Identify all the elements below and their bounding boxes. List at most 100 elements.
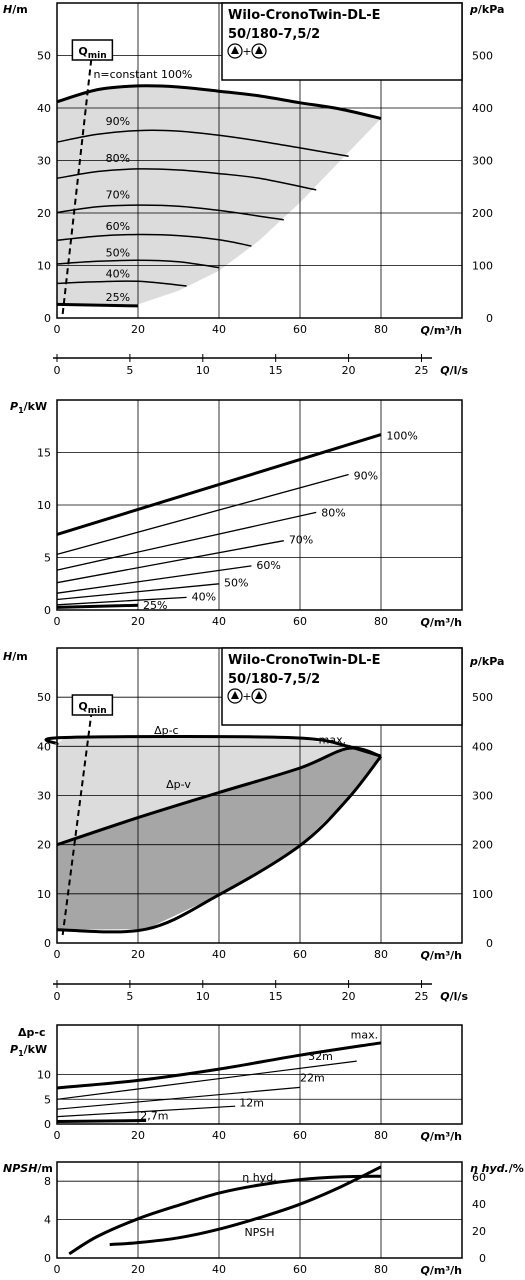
eta-tick-label: 0 — [479, 1252, 486, 1265]
flow-ls-axis-2-tick-label: 20 — [342, 990, 356, 1003]
chart3-title-line2: 50/180-7,5/2 — [228, 672, 320, 687]
h-tick-label: 20 — [37, 207, 51, 220]
dpc-power-curve — [56, 1119, 147, 1123]
qmin-marker-line — [61, 57, 93, 315]
dp-q-tick-label: 20 — [131, 948, 145, 961]
dp-h-tick-label: 0 — [44, 937, 51, 950]
power-curve-label: 25% — [143, 599, 167, 612]
npsh-axis-label-sym: NPSH — [3, 1162, 37, 1175]
speed-curve-label: 40% — [106, 267, 130, 280]
npsh-tick-label: 8 — [44, 1175, 51, 1188]
dpc-power-q-tick-label: 0 — [54, 1129, 61, 1142]
eta-axis-label: η hyd./% — [470, 1162, 524, 1175]
h-tick-label: 50 — [37, 50, 51, 63]
pump-triangle-icon — [231, 691, 239, 699]
speed-curve — [56, 259, 220, 269]
power-curve — [56, 596, 187, 606]
speed-curve — [56, 84, 382, 120]
chart1-title-line1: Wilo-CronoTwin-DL-E — [228, 8, 381, 23]
dpc-power-axis-label: P1/kW — [10, 1043, 47, 1058]
dp-h-tick-label: 40 — [37, 740, 51, 753]
p-axis-label-unit: /kPa — [478, 3, 505, 16]
power-curve-label: 70% — [289, 534, 313, 547]
p-tick-label: 500 — [472, 50, 493, 63]
flow-ls-axis-2-tick-label: 0 — [54, 990, 61, 1003]
chart3-pump-plus: + — [242, 690, 251, 703]
q-tick-label: 40 — [212, 323, 226, 336]
npsh-q-tick-label: 80 — [374, 1263, 388, 1276]
dpc-power-curve-label: 32m — [308, 1050, 333, 1063]
power-curve-label: 60% — [256, 559, 280, 572]
dp-p-tick-label: 100 — [472, 888, 493, 901]
eta-tick-label: 60 — [472, 1171, 486, 1184]
power-curve — [56, 603, 139, 609]
flow-ls-axis-tick-label: 5 — [126, 364, 133, 377]
speed-curve — [56, 280, 187, 287]
dpc-curve — [44, 735, 349, 748]
max-label: max. — [319, 733, 346, 746]
pump-triangle-icon — [255, 46, 263, 54]
flow-ls-axis-tick-label: 0 — [54, 364, 61, 377]
dp-p-tick-label: 500 — [472, 691, 493, 704]
dp-h-axis-label-unit: /m — [12, 650, 27, 663]
dp-p-tick-label: 300 — [472, 790, 493, 803]
q-tick-label: 80 — [374, 323, 388, 336]
speed-curve-label: 25% — [106, 291, 130, 304]
power-axis-sym: P — [10, 400, 18, 413]
dp-h-tick-label: 20 — [37, 839, 51, 852]
flow-ls-axis-2-tick-label: 10 — [196, 990, 210, 1003]
power-curve-label: 40% — [192, 590, 216, 603]
power-tick-label: 0 — [44, 604, 51, 617]
npsh-q-tick-label: 40 — [212, 1263, 226, 1276]
dpc-power-curve — [56, 1060, 357, 1100]
h-tick-label: 10 — [37, 260, 51, 273]
pump-triangle-icon — [255, 691, 263, 699]
speed-curve-label: 80% — [106, 152, 130, 165]
pump-triangle-icon — [231, 46, 239, 54]
qmin-marker-box — [71, 39, 114, 61]
npsh-q-axis-label-unit: /m³/h — [430, 1264, 462, 1277]
speed-curve — [56, 168, 317, 191]
flow-ls-axis-2-label: Q/l/s — [440, 990, 468, 1003]
dp-p-tick-label: 200 — [472, 839, 493, 852]
dpc-power-q-tick-label: 80 — [374, 1129, 388, 1142]
dp-p-tick-label: 400 — [472, 740, 493, 753]
flow-ls-axis-2-label-sym: Q — [440, 990, 449, 1003]
chart5-frame — [56, 1161, 463, 1259]
power-tick-label: 15 — [37, 447, 51, 460]
p-tick-label: 0 — [486, 312, 493, 325]
power-axis-label: P1/kW — [10, 400, 47, 415]
dp-h-axis-label-sym: H — [3, 650, 12, 663]
dp-p-axis-label-unit: /kPa — [478, 655, 505, 668]
dpc-power-curve — [56, 1086, 301, 1110]
chart3-title-box — [221, 647, 463, 726]
speed-curve — [56, 129, 349, 158]
flow-ls-axis-2-tick-label: 25 — [414, 990, 428, 1003]
dpc-power-curve-label: 22m — [300, 1071, 325, 1084]
h-tick-label: 30 — [37, 155, 51, 168]
dpv-curve — [56, 746, 382, 847]
npsh-axis-label: NPSH/m — [3, 1162, 53, 1175]
power-curve-label: 80% — [321, 506, 345, 519]
dpv-label: Δp-v — [166, 778, 191, 791]
power-curve — [56, 433, 382, 536]
dpc-power-tick-label: 0 — [44, 1118, 51, 1131]
chart2-frame — [56, 399, 463, 611]
eta-axis-sym: η hyd. — [470, 1162, 509, 1175]
q-axis-label-sym: Q — [420, 324, 429, 337]
flow-ls-axis-label-unit: /l/s — [450, 364, 469, 377]
dp-h-tick-label: 30 — [37, 790, 51, 803]
power-q-axis-label-sym: Q — [420, 616, 429, 629]
speed-curve-label: 90% — [106, 115, 130, 128]
chart1-title-line2: 50/180-7,5/2 — [228, 27, 320, 42]
speed-curve — [56, 302, 139, 308]
eta-tick-label: 40 — [472, 1198, 486, 1211]
dp-h-tick-label: 50 — [37, 691, 51, 704]
q-tick-label: 20 — [131, 323, 145, 336]
flow-ls-axis-2-label-unit: /l/s — [450, 990, 469, 1003]
qmin-marker-2-sub: min — [88, 706, 107, 716]
speed-curve-label: 70% — [106, 189, 130, 202]
dpc-power-q-tick-label: 40 — [212, 1129, 226, 1142]
h-axis-label-sym: H — [3, 3, 12, 16]
